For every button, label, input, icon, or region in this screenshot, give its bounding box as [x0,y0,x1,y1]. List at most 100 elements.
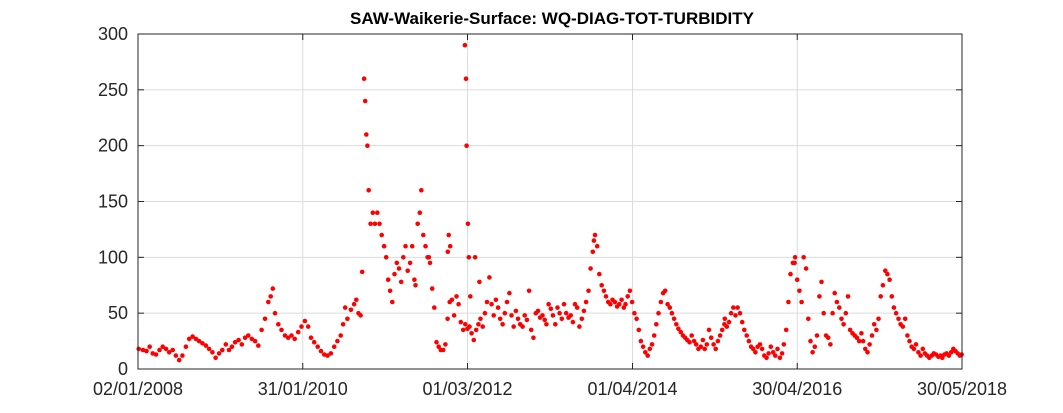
data-point [203,343,209,348]
chart-title: SAW-Waikerie-Surface: WQ-DIAG-TOT-TURBID… [350,9,755,28]
data-point [318,348,324,354]
data-point [810,350,815,355]
data-point [462,42,468,48]
data-point [394,260,400,266]
data-point [693,342,699,347]
data-point [788,271,793,277]
data-point [140,347,146,353]
data-point [509,313,514,318]
data-point [794,277,800,283]
data-point [911,346,917,352]
data-point [876,316,881,322]
data-point [779,351,785,356]
data-point [370,210,376,215]
data-point [515,316,521,322]
data-point [282,333,288,338]
data-point [299,324,304,329]
data-point [305,324,311,329]
data-point [825,335,831,341]
data-point [302,318,308,324]
data-point [398,279,404,285]
data-point [799,299,804,305]
data-point [764,355,769,361]
data-point [874,327,879,333]
data-point [792,260,797,266]
data-point [466,254,472,260]
data-point [387,288,393,294]
data-point [500,322,505,327]
y-tick-label: 250 [98,80,128,100]
data-point [239,342,245,347]
data-point [619,297,624,303]
data-point [279,327,284,333]
data-point [196,338,202,344]
y-tick-label: 0 [118,359,128,379]
data-point [715,338,721,344]
data-point [285,335,291,341]
data-point [476,322,481,327]
data-point [726,319,732,325]
x-tick-label: 01/04/2014 [587,379,677,399]
data-point [645,353,650,358]
data-point [597,271,602,277]
data-point [544,322,549,327]
data-point [206,346,212,352]
data-point [706,327,712,333]
data-point [270,286,276,291]
data-point [770,350,776,355]
data-point [665,301,670,307]
data-point [342,305,348,310]
data-point [153,352,159,357]
data-point [469,331,474,336]
data-point [497,316,503,322]
data-point [454,294,459,299]
data-point [801,254,806,260]
data-point [405,268,411,274]
data-point [775,346,780,352]
data-point [358,313,363,318]
data-point [451,313,457,318]
data-point [812,344,818,350]
data-point [465,221,471,227]
data-point [728,310,734,316]
data-point [658,299,664,305]
data-point [717,333,723,338]
data-point [413,283,418,288]
data-point [383,254,389,260]
data-point [415,221,421,227]
data-point [325,353,330,358]
data-point [340,322,346,327]
data-point [568,313,573,318]
data-point [226,347,232,353]
data-point [676,326,681,332]
data-point [689,333,694,338]
data-point [623,301,628,307]
data-point [753,350,758,355]
data-point [674,322,679,327]
data-point [421,232,426,238]
data-point [176,357,182,363]
data-point [860,338,866,344]
data-point [702,346,707,352]
data-point [540,313,545,318]
data-point [157,347,162,353]
y-tick-label: 300 [98,24,128,44]
y-tick-label: 150 [98,192,128,212]
data-point [700,337,706,343]
data-point [460,327,466,333]
data-point [647,346,653,352]
data-point [601,288,607,294]
data-point [649,342,655,347]
x-tick-label: 01/03/2012 [422,379,512,399]
data-point [463,76,469,81]
data-point [427,260,433,266]
data-point [577,324,582,329]
data-point [487,275,492,280]
data-point [242,335,248,341]
x-axis: 02/01/2008 31/01/2010 01/03/2012 01/04/2014… [93,34,1007,399]
data-point [372,221,378,227]
data-point [489,301,494,307]
data-point [563,310,569,316]
data-point [557,310,562,316]
data-point [311,339,317,345]
